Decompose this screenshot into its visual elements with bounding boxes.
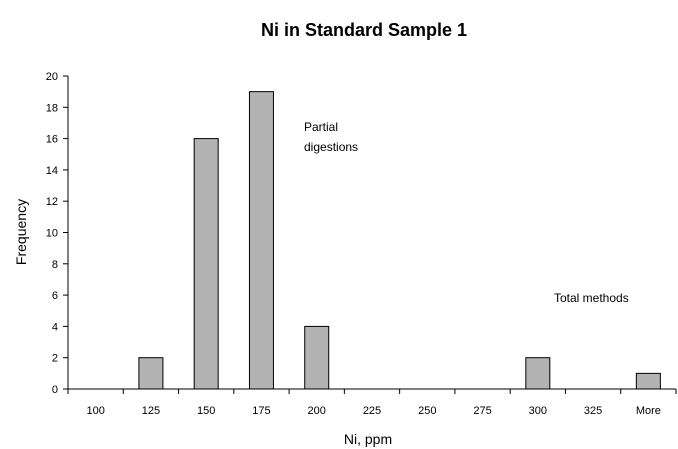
chart-title: Ni in Standard Sample 1 [261, 20, 467, 40]
y-tick-label: 4 [52, 321, 58, 333]
x-tick-label: More [636, 405, 661, 417]
y-tick-label: 14 [46, 165, 58, 177]
bar-175 [248, 91, 274, 390]
plot-area: 0 2 4 6 8 10 12 14 16 18 20 100 125 150 175 200 225 250 27… [46, 71, 677, 417]
x-tick-label: 300 [529, 405, 547, 417]
bar-200 [304, 325, 330, 390]
x-tick-label: 200 [308, 405, 326, 417]
y-tick-label: 16 [46, 134, 58, 146]
y-tick-label: 0 [52, 384, 58, 396]
bar-More [635, 372, 661, 390]
x-tick-label: 175 [252, 405, 270, 417]
x-axis-label: Ni, ppm [344, 431, 392, 447]
annotation-partial-line1: Partial [304, 120, 338, 134]
bar-150 [193, 138, 219, 390]
y-axis-label: Frequency [13, 199, 29, 265]
bar-300 [525, 357, 551, 390]
x-tick-label: 325 [584, 405, 602, 417]
x-tick-label: 150 [197, 405, 215, 417]
x-tick-label: 225 [363, 405, 381, 417]
y-tick-label: 10 [46, 228, 58, 240]
x-tick-label: 250 [418, 405, 436, 417]
y-tick-label: 20 [46, 71, 58, 83]
y-tick-label: 8 [52, 259, 58, 271]
y-tick-label: 6 [52, 290, 58, 302]
x-tick-label: 275 [473, 405, 491, 417]
y-tick-label: 18 [46, 102, 58, 114]
y-tick-label: 12 [46, 196, 58, 208]
y-tick-label: 2 [52, 353, 58, 365]
x-tick-label: 100 [86, 405, 104, 417]
annotation-total: Total methods [554, 291, 629, 305]
x-tick-label: 125 [142, 405, 160, 417]
annotation-partial-line2: digestions [304, 140, 358, 154]
bar-125 [138, 357, 164, 390]
